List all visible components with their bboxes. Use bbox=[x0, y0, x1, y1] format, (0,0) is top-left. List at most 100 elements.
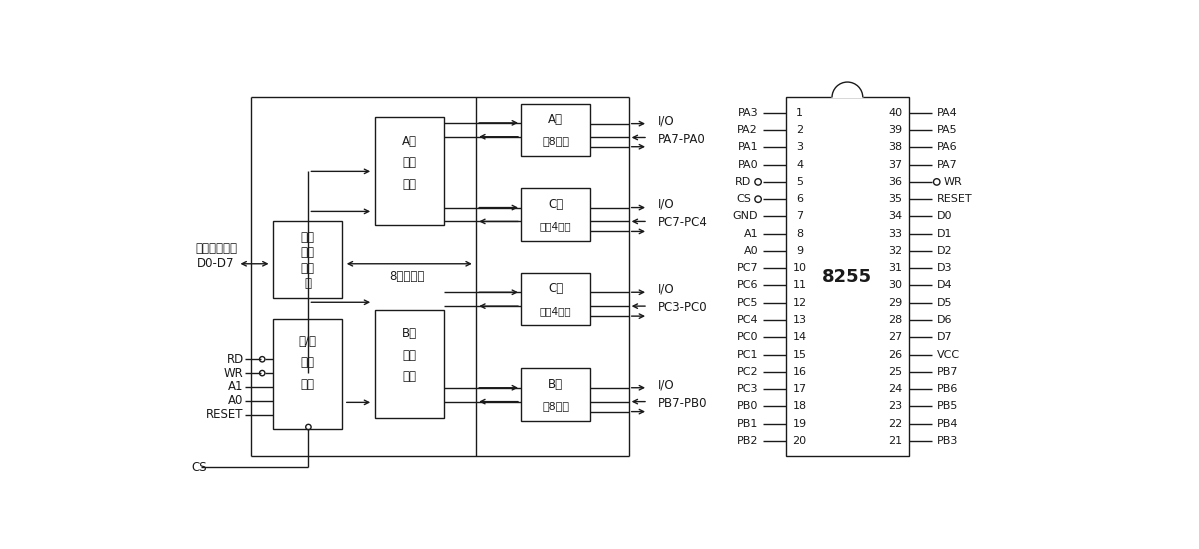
Text: PA3: PA3 bbox=[737, 108, 758, 118]
Text: 28: 28 bbox=[888, 315, 903, 325]
Text: I/O: I/O bbox=[658, 198, 675, 211]
Text: 39: 39 bbox=[888, 125, 902, 135]
Text: 12: 12 bbox=[793, 298, 807, 308]
Bar bbox=[520, 273, 590, 326]
Text: 3: 3 bbox=[796, 142, 803, 153]
Text: PC4: PC4 bbox=[736, 315, 758, 325]
Text: PB5: PB5 bbox=[936, 401, 958, 411]
Text: 15: 15 bbox=[793, 350, 807, 360]
Text: CS: CS bbox=[192, 461, 207, 474]
Text: 21: 21 bbox=[888, 436, 902, 446]
Text: PA4: PA4 bbox=[936, 108, 958, 118]
Text: D0: D0 bbox=[936, 211, 952, 221]
Text: PC3-PC0: PC3-PC0 bbox=[658, 301, 707, 314]
Text: PC3: PC3 bbox=[736, 384, 758, 394]
Wedge shape bbox=[832, 82, 863, 98]
Text: 27: 27 bbox=[888, 332, 903, 342]
Text: （8位）: （8位） bbox=[542, 401, 570, 411]
Text: PA5: PA5 bbox=[936, 125, 957, 135]
Text: 9: 9 bbox=[796, 246, 803, 256]
Text: PA6: PA6 bbox=[936, 142, 957, 153]
Text: 26: 26 bbox=[888, 350, 902, 360]
Text: PB1: PB1 bbox=[736, 418, 758, 429]
Text: （高4位）: （高4位） bbox=[540, 221, 572, 231]
Text: WR: WR bbox=[224, 367, 243, 379]
Text: RESET: RESET bbox=[936, 194, 972, 204]
Text: 19: 19 bbox=[793, 418, 807, 429]
Text: WR: WR bbox=[944, 177, 963, 187]
Text: 16: 16 bbox=[793, 367, 807, 377]
Text: A0: A0 bbox=[228, 394, 243, 407]
Text: 逻辑: 逻辑 bbox=[301, 378, 314, 391]
Text: D0-D7: D0-D7 bbox=[198, 257, 235, 270]
Text: PA0: PA0 bbox=[737, 160, 758, 170]
Text: 部件: 部件 bbox=[403, 371, 416, 383]
Text: PB0: PB0 bbox=[736, 401, 758, 411]
Text: PB3: PB3 bbox=[936, 436, 958, 446]
Text: PB7: PB7 bbox=[936, 367, 958, 377]
Text: 31: 31 bbox=[888, 263, 902, 273]
Text: 13: 13 bbox=[793, 315, 807, 325]
Bar bbox=[520, 104, 590, 156]
Text: D3: D3 bbox=[936, 263, 952, 273]
Text: 11: 11 bbox=[793, 281, 807, 290]
Text: 6: 6 bbox=[796, 194, 803, 204]
Text: PC5: PC5 bbox=[736, 298, 758, 308]
Text: D1: D1 bbox=[936, 229, 952, 239]
Text: 8255: 8255 bbox=[823, 268, 873, 286]
Text: 34: 34 bbox=[888, 211, 902, 221]
Text: 8位内总线: 8位内总线 bbox=[390, 270, 424, 283]
Text: 总线: 总线 bbox=[301, 247, 314, 260]
Bar bbox=[273, 319, 342, 429]
Text: 33: 33 bbox=[888, 229, 902, 239]
Text: 1: 1 bbox=[796, 108, 803, 118]
Text: 数据: 数据 bbox=[301, 231, 314, 244]
Text: （低4位）: （低4位） bbox=[540, 306, 572, 316]
Text: PB6: PB6 bbox=[936, 384, 958, 394]
Text: 4: 4 bbox=[796, 160, 803, 170]
Text: 38: 38 bbox=[888, 142, 902, 153]
Text: （8位）: （8位） bbox=[542, 136, 570, 147]
Text: 37: 37 bbox=[888, 160, 902, 170]
Text: GND: GND bbox=[733, 211, 758, 221]
Text: 2: 2 bbox=[796, 125, 803, 135]
Text: PC6: PC6 bbox=[736, 281, 758, 290]
Text: C口: C口 bbox=[548, 282, 564, 295]
Text: RD: RD bbox=[227, 353, 243, 366]
Text: 14: 14 bbox=[793, 332, 807, 342]
Text: 部件: 部件 bbox=[403, 178, 416, 191]
Text: 23: 23 bbox=[888, 401, 902, 411]
Text: 22: 22 bbox=[888, 418, 903, 429]
Text: 控制: 控制 bbox=[301, 356, 314, 369]
Text: I/O: I/O bbox=[658, 283, 675, 296]
Text: D7: D7 bbox=[936, 332, 952, 342]
Text: 24: 24 bbox=[888, 384, 903, 394]
Text: 读/写: 读/写 bbox=[299, 334, 317, 348]
Text: 20: 20 bbox=[793, 436, 807, 446]
Text: 40: 40 bbox=[888, 108, 902, 118]
Text: PC7-PC4: PC7-PC4 bbox=[658, 216, 707, 229]
Text: A口: A口 bbox=[548, 113, 564, 126]
Text: B组: B组 bbox=[402, 327, 417, 340]
Text: PC7: PC7 bbox=[736, 263, 758, 273]
Text: D6: D6 bbox=[936, 315, 952, 325]
Text: 29: 29 bbox=[888, 298, 903, 308]
Text: 8: 8 bbox=[796, 229, 803, 239]
Text: 18: 18 bbox=[793, 401, 807, 411]
Bar bbox=[785, 98, 909, 456]
Text: 32: 32 bbox=[888, 246, 902, 256]
Text: PA7: PA7 bbox=[936, 160, 958, 170]
Text: PB7-PB0: PB7-PB0 bbox=[658, 396, 707, 410]
Text: I/O: I/O bbox=[658, 114, 675, 127]
Text: 5: 5 bbox=[796, 177, 803, 187]
Text: I/O: I/O bbox=[658, 378, 675, 391]
Text: PB4: PB4 bbox=[936, 418, 958, 429]
Text: D5: D5 bbox=[936, 298, 952, 308]
Text: 35: 35 bbox=[888, 194, 902, 204]
Bar bbox=[374, 117, 444, 225]
Text: 17: 17 bbox=[793, 384, 807, 394]
Text: CS: CS bbox=[736, 194, 751, 204]
Bar bbox=[374, 310, 444, 418]
Text: C口: C口 bbox=[548, 198, 564, 210]
Text: 25: 25 bbox=[888, 367, 902, 377]
